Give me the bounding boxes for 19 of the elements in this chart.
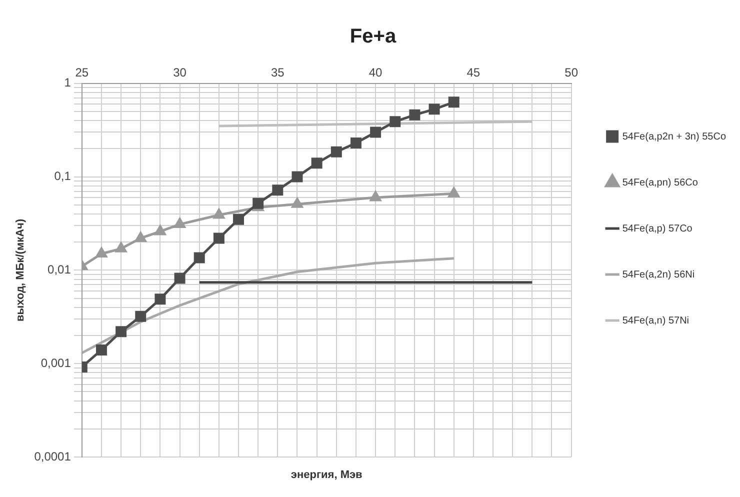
y-tick-label: 0,01 bbox=[48, 262, 72, 277]
x-tick-label: 40 bbox=[368, 66, 383, 80]
y-tick-label: 0,0001 bbox=[34, 449, 72, 464]
x-tick-label: 45 bbox=[466, 66, 480, 80]
x-tick-label: 25 bbox=[75, 66, 89, 80]
x-tick-label: 50 bbox=[564, 66, 578, 80]
x-tick-label: 30 bbox=[173, 66, 187, 80]
legend-label: 54Fe(a,pn) 56Co bbox=[622, 177, 698, 188]
y-tick-label: 0,001 bbox=[40, 356, 72, 370]
x-tick-label: 35 bbox=[270, 66, 285, 80]
y-tick-label: 1 bbox=[64, 76, 72, 90]
legend-label: 54Fe(a,2n) 56Ni bbox=[622, 269, 695, 280]
chart-title: Fe+a bbox=[350, 26, 397, 48]
legend-label: 54Fe(a,p2n + 3n) 55Co bbox=[622, 131, 726, 142]
x-axis-title: энергия, Мэв bbox=[290, 469, 362, 481]
legend-label: 54Fe(a,p) 57Co bbox=[622, 223, 693, 234]
y-axis-title: выход, МБк/(мкАч) bbox=[14, 218, 27, 322]
legend-label: 54Fe(a,n) 57Ni bbox=[622, 315, 690, 326]
y-tick-label: 0,1 bbox=[54, 169, 72, 184]
